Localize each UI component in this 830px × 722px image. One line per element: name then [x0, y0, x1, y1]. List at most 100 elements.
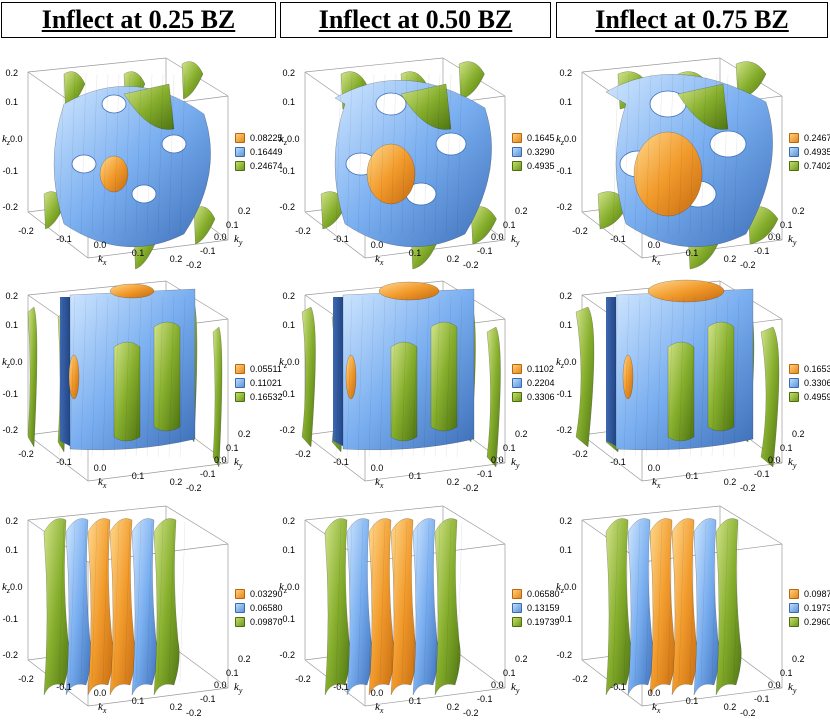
isovalue-legend: 0.08225 0.16449 0.24674: [235, 132, 283, 174]
kz-axis-label: kz0.0: [2, 581, 23, 595]
kx-tick-label: -0.1: [333, 682, 349, 692]
legend-swatch-green: [512, 392, 522, 402]
legend-swatch-blue: [512, 603, 522, 613]
surface-mesh: [612, 73, 740, 235]
blue-surface: [60, 297, 72, 447]
legend-entry-orange: 0.09870: [789, 588, 830, 600]
green-surface: [715, 518, 742, 696]
legend-entry-green: 0.3306: [512, 391, 555, 403]
ky-tick-label: 0.1: [503, 220, 516, 230]
isovalue-legend: 0.03290 0.06580 0.09870: [235, 588, 283, 630]
kx-tick-label: 0.2: [447, 254, 460, 264]
kz-tick-label: 0.1: [5, 545, 18, 555]
kx-tick-label: -0.1: [56, 234, 72, 244]
green-surface: [123, 83, 175, 130]
legend-value: 0.19739: [804, 603, 830, 613]
kx-axis-label: kx: [652, 476, 661, 490]
kx-tick-label: -0.1: [610, 682, 626, 692]
fermi-surfaces: [324, 518, 461, 696]
kz-tick-label: -0.1: [279, 614, 295, 624]
legend-swatch-blue: [235, 603, 245, 613]
legend-swatch-blue: [789, 147, 799, 157]
column-header-0.50: Inflect at 0.50 BZ: [280, 2, 551, 38]
kz-axis-label: kz0.0: [2, 356, 23, 370]
kx-tick-label: 0.0: [371, 463, 384, 473]
kz-tick-label: 0.2: [559, 516, 572, 526]
ky-tick-label: 0.1: [226, 443, 239, 453]
blue-surface: [333, 297, 345, 447]
kx-tick-label: -0.2: [18, 674, 34, 684]
legend-swatch-green: [789, 161, 799, 171]
kz-tick-label: -0.1: [279, 389, 295, 399]
panel-row3-col1: 0.2 0.1 -0.1 -0.2 kz0.0 -0.2 -0.1 0.0 0.1 0.2 kx -0…: [2, 492, 283, 719]
ky-tick-label: 0.1: [503, 443, 516, 453]
legend-swatch-green: [512, 617, 522, 627]
legend-value: 0.3306: [804, 378, 830, 388]
kz-tick-label: -0.2: [556, 425, 572, 435]
legend-value: 0.19739: [527, 617, 560, 627]
axes: 0.2 0.1 -0.1 -0.2 kz0.0 -0.2 -0.1 0.0 0.1 0.2 kx -0…: [2, 68, 251, 270]
legend-value: 0.2467: [804, 133, 830, 143]
kx-tick-label: 0.0: [648, 688, 661, 698]
isosurface-plot: 0.2 0.1 -0.1 -0.2 kz0.0 -0.2 -0.1 0.0 0.1 0.2 kx -0…: [2, 57, 251, 270]
ky-axis-label: ky: [511, 233, 520, 247]
isosurface-plot: 0.2 0.1 -0.1 -0.2 kz0.0 -0.2 -0.1 0.0 0.1 0.2 kx -0…: [279, 505, 528, 718]
legend-swatch-orange: [235, 364, 245, 374]
legend-value: 0.29609: [804, 617, 830, 627]
kz-tick-label: 0.2: [282, 291, 295, 301]
ky-axis-label: ky: [234, 233, 243, 247]
kx-tick-label: 0.2: [447, 477, 460, 487]
legend-swatch-orange: [789, 364, 799, 374]
kx-axis-label: kx: [98, 253, 107, 267]
legend-value: 0.09870: [250, 617, 283, 627]
isovalue-legend: 0.06580 0.13159 0.19739: [512, 588, 560, 630]
fermi-surfaces: [301, 281, 501, 468]
blue-surface-opening: [71, 154, 97, 174]
kz-axis-label: kz0.0: [556, 133, 577, 147]
panel-row2-col2: 0.2 0.1 -0.1 -0.2 kz0.0 -0.2 -0.1 0.0 0.1 0.2 kx -0…: [279, 267, 557, 494]
kz-tick-label: 0.1: [5, 320, 18, 330]
legend-entry-blue: 0.4935: [789, 146, 830, 158]
surface-mesh: [335, 521, 463, 683]
legend-swatch-orange: [235, 133, 245, 143]
kz-axis-label: kz0.0: [279, 356, 300, 370]
green-surface: [605, 518, 632, 696]
kz-tick-label: 0.1: [559, 97, 572, 107]
ky-tick-label: 0.2: [792, 206, 805, 216]
ky-tick-label: 0.1: [780, 443, 793, 453]
ky-tick-label: -0.1: [200, 246, 216, 256]
green-surface: [400, 83, 452, 130]
ky-axis-label: ky: [788, 681, 797, 695]
surface-mesh: [335, 73, 463, 235]
kx-tick-label: 0.0: [371, 688, 384, 698]
legend-value: 0.24674: [250, 161, 283, 171]
fermi-surfaces: [27, 283, 223, 468]
kx-tick-label: 0.0: [94, 240, 107, 250]
surface-mesh: [58, 73, 186, 235]
ky-tick-label: 0.1: [226, 668, 239, 678]
kx-tick-label: -0.1: [56, 682, 72, 692]
green-surface: [181, 61, 204, 100]
green-surface: [27, 306, 38, 448]
green-surface: [43, 518, 70, 696]
legend-swatch-orange: [512, 589, 522, 599]
legend-swatch-green: [789, 617, 799, 627]
green-surface: [667, 341, 695, 442]
panel-row1-col3: 0.2 0.1 -0.1 -0.2 kz0.0 -0.2 -0.1 0.0 0.1 0.2 kx -0…: [556, 44, 830, 271]
fermi-surfaces: [575, 279, 780, 468]
ky-tick-label: 0.0: [214, 455, 227, 465]
ky-tick-label: 0.2: [238, 429, 251, 439]
orange-surface: [87, 518, 114, 696]
kz-axis-label: kz0.0: [279, 581, 300, 595]
kx-tick-label: 0.2: [724, 254, 737, 264]
legend-entry-blue: 0.3306: [789, 377, 830, 389]
ky-tick-label: 0.0: [491, 232, 504, 242]
orange-surface: [68, 354, 80, 400]
kz-tick-label: -0.1: [556, 614, 572, 624]
legend-value: 0.1653: [804, 364, 830, 374]
kx-tick-label: 0.2: [724, 477, 737, 487]
kz-tick-label: -0.2: [2, 202, 18, 212]
ky-tick-label: -0.2: [186, 708, 202, 718]
kz-tick-label: -0.2: [279, 202, 295, 212]
legend-swatch-blue: [789, 378, 799, 388]
